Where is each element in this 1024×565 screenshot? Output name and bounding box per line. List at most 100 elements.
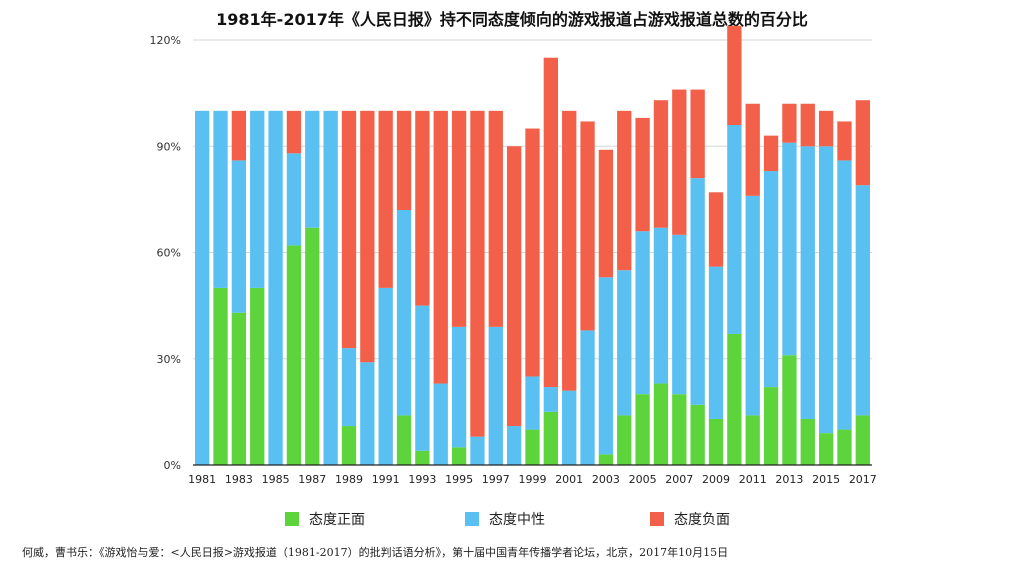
bar-segment bbox=[727, 25, 742, 125]
bar-segment bbox=[635, 231, 650, 395]
bar-segment bbox=[617, 110, 632, 271]
bar-segment bbox=[763, 135, 779, 172]
bar-segment bbox=[580, 330, 595, 465]
bar-segment bbox=[672, 394, 687, 465]
bar-segment bbox=[506, 146, 522, 427]
bar-segment bbox=[763, 171, 779, 388]
bar-segment bbox=[525, 376, 540, 430]
bar-segment bbox=[635, 117, 650, 232]
bar-segment bbox=[231, 312, 247, 465]
bar-segment bbox=[341, 110, 357, 349]
x-tick-label: 1985 bbox=[262, 473, 290, 486]
bar-segment bbox=[727, 125, 742, 334]
x-tick-label: 1991 bbox=[372, 473, 400, 486]
bar-segment bbox=[672, 234, 687, 395]
bar-segment bbox=[800, 418, 815, 465]
bar-segment bbox=[837, 160, 852, 430]
bar-segment bbox=[286, 110, 302, 154]
x-tick-label: 2005 bbox=[629, 473, 657, 486]
bar-segment bbox=[580, 121, 595, 331]
bar-segment bbox=[470, 436, 485, 465]
legend-label: 态度中性 bbox=[489, 512, 545, 528]
legend-swatch bbox=[465, 512, 479, 526]
bar-segment bbox=[305, 110, 320, 228]
x-tick-label: 2003 bbox=[592, 473, 620, 486]
bar-segment bbox=[782, 355, 797, 465]
bar-segment bbox=[617, 270, 632, 416]
bar-segment bbox=[837, 429, 852, 465]
bar-segment bbox=[470, 110, 485, 437]
bar-segment bbox=[250, 287, 265, 465]
bar-segment bbox=[341, 426, 357, 465]
bar-segment bbox=[800, 103, 815, 147]
bar-segment bbox=[745, 415, 760, 465]
chart-title: 1981年-2017年《人民日报》持不同态度倾向的游戏报道占游戏报道总数的百分比 bbox=[216, 10, 808, 29]
bar-segment bbox=[525, 128, 540, 377]
bar-segment bbox=[195, 110, 210, 465]
bar-segment bbox=[506, 426, 522, 465]
x-tick-label: 1993 bbox=[408, 473, 436, 486]
bar-segment bbox=[690, 404, 705, 465]
x-tick-label: 1995 bbox=[445, 473, 473, 486]
bar-segment bbox=[488, 326, 503, 466]
bar-segment bbox=[782, 142, 797, 356]
bar-segment bbox=[360, 110, 375, 363]
bar-segment bbox=[451, 447, 467, 465]
bar-segment bbox=[396, 210, 412, 416]
bar-segment bbox=[250, 110, 265, 288]
bar-segment bbox=[653, 227, 669, 384]
x-tick-label: 1987 bbox=[298, 473, 326, 486]
bar-segment bbox=[231, 110, 247, 161]
bar-segment bbox=[708, 418, 724, 465]
y-tick-label: 30% bbox=[157, 353, 181, 366]
legend-label: 态度正面 bbox=[309, 512, 365, 528]
bar-segment bbox=[672, 89, 687, 235]
bar-segment bbox=[708, 192, 724, 267]
legend-label: 态度负面 bbox=[674, 512, 730, 528]
bar-segment bbox=[562, 390, 577, 466]
bar-segment bbox=[782, 103, 797, 143]
bar-segment bbox=[818, 146, 834, 434]
bar-segment bbox=[451, 326, 467, 448]
x-tick-label: 2001 bbox=[555, 473, 583, 486]
bar-segment bbox=[635, 394, 650, 465]
bar-segment bbox=[396, 110, 412, 210]
bar-segment bbox=[378, 110, 393, 288]
bar-segment bbox=[617, 415, 632, 465]
bar-segment bbox=[745, 195, 760, 416]
bar-segment bbox=[451, 110, 467, 327]
bar-segment bbox=[690, 178, 705, 405]
bar-segment bbox=[653, 383, 669, 465]
bar-segment bbox=[690, 89, 705, 179]
x-tick-label: 1983 bbox=[225, 473, 253, 486]
bar-segment bbox=[837, 121, 852, 161]
bar-segment bbox=[855, 100, 870, 186]
bar-segment bbox=[745, 103, 760, 196]
bar-segment bbox=[543, 387, 558, 412]
x-tick-label: 1997 bbox=[482, 473, 510, 486]
bar-segment bbox=[415, 305, 430, 451]
bar-segment bbox=[213, 287, 228, 465]
bar-segment bbox=[562, 110, 577, 391]
bar-segment bbox=[213, 110, 228, 288]
bar-segment bbox=[543, 57, 558, 388]
bar-segment bbox=[415, 450, 430, 465]
bar-segment bbox=[268, 110, 283, 465]
bar-segment bbox=[396, 415, 412, 465]
y-tick-label: 120% bbox=[150, 34, 181, 47]
bar-segment bbox=[818, 110, 834, 147]
bar-segment bbox=[855, 415, 870, 465]
bar-segment bbox=[305, 227, 320, 465]
bar-segment bbox=[598, 149, 614, 278]
x-tick-label: 2015 bbox=[812, 473, 840, 486]
bar-segment bbox=[525, 429, 540, 465]
bar-segment bbox=[433, 383, 448, 465]
y-tick-label: 90% bbox=[157, 140, 181, 153]
x-tick-label: 2011 bbox=[739, 473, 767, 486]
legend-swatch bbox=[285, 512, 299, 526]
bar-segment bbox=[415, 110, 430, 306]
x-tick-label: 2009 bbox=[702, 473, 730, 486]
x-tick-label: 2017 bbox=[849, 473, 877, 486]
source-note: 何威，曹书乐：《游戏怡与爱：<人民日报>游戏报道（1981-2017）的批判话语… bbox=[22, 546, 729, 559]
